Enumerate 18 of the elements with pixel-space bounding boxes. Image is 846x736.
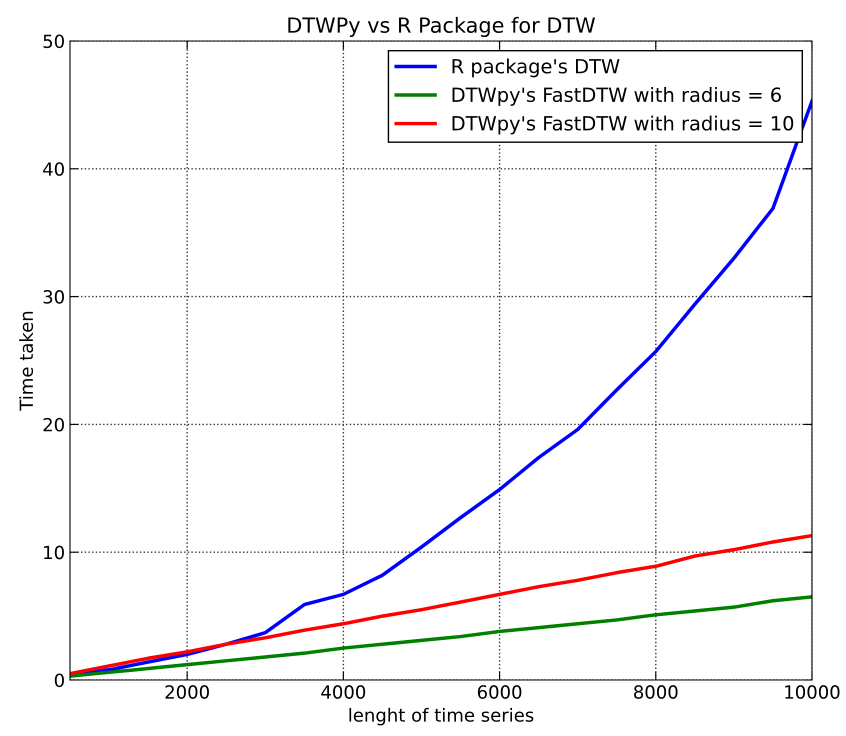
x-tick-label: 8000 (634, 685, 678, 699)
legend-label: DTWpy's FastDTW with radius = 10 (452, 116, 794, 134)
chart-title: DTWPy vs R Package for DTW (288, 16, 596, 37)
x-axis-title: lenght of time series (349, 708, 534, 726)
x-tick-label: 6000 (478, 685, 522, 699)
x-tick-label: 2000 (166, 685, 209, 699)
y-axis-title: Time taken (19, 312, 34, 411)
legend-label: R package's DTW (452, 58, 620, 78)
y-tick-label: 0 (54, 673, 64, 688)
y-tick-label: 40 (43, 162, 64, 176)
x-tick-label: 4000 (321, 685, 366, 699)
y-tick-label: 50 (44, 34, 64, 48)
y-tick-label: 30 (44, 290, 64, 304)
legend-label: DTWpy's FastDTW with radius = 6 (452, 87, 781, 106)
y-tick-label: 20 (43, 418, 64, 432)
line-series (70, 534, 812, 676)
x-tick-label: 10000 (785, 685, 840, 699)
y-tick-label: 10 (44, 546, 64, 560)
